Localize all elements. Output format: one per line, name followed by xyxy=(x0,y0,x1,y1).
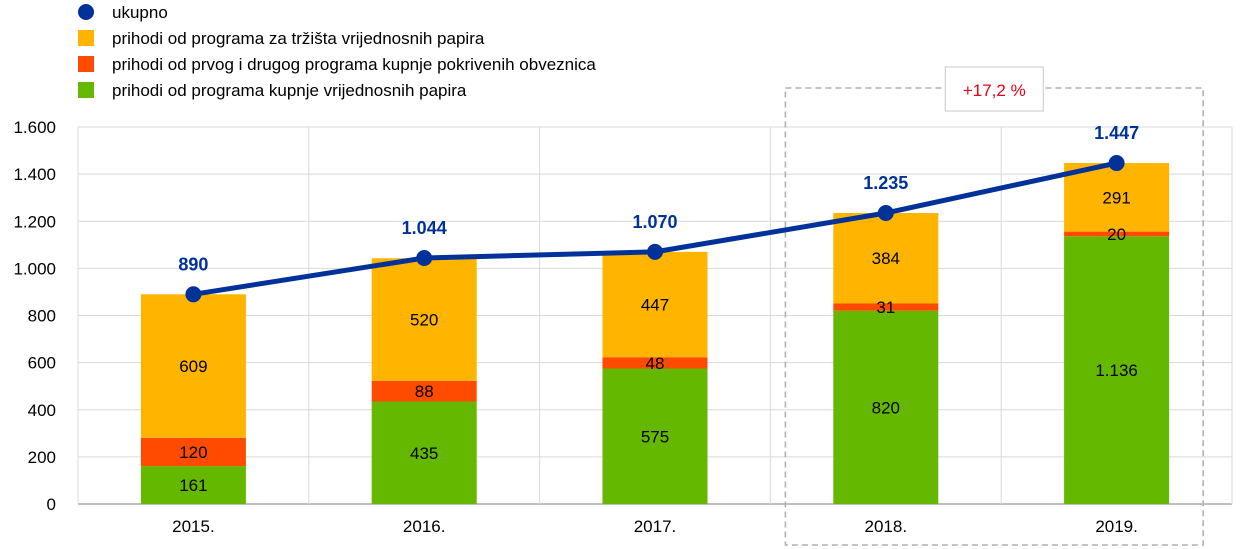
y-tick-label: 1.000 xyxy=(13,259,56,278)
bar-segment xyxy=(140,466,246,504)
bar-data-label: 161 xyxy=(179,476,207,495)
bar-segment xyxy=(833,310,939,504)
total-value-label: 1.070 xyxy=(632,212,677,232)
bar-data-label: 447 xyxy=(641,296,669,315)
total-value-label: 1.044 xyxy=(402,218,447,238)
bar-segment xyxy=(140,294,246,438)
bar-segment xyxy=(371,258,477,381)
legend-marker xyxy=(78,4,94,20)
legend-label: prihodi od programa kupnje vrijednosnih … xyxy=(112,81,467,100)
annotation: +17,2 % xyxy=(784,66,1204,546)
annotation-label-box xyxy=(944,66,1044,112)
bar-data-label: 435 xyxy=(410,444,438,463)
bar-segment xyxy=(140,437,246,467)
x-tick-label: 2019. xyxy=(1095,517,1138,536)
total-point xyxy=(416,250,433,267)
y-axis-tick-labels: 0 200 400 600 800 1.000 1.200 1.400 1.600 xyxy=(13,118,56,514)
x-tick-label: 2016. xyxy=(403,517,446,536)
bar-segment xyxy=(1064,231,1170,237)
x-tick-label: 2018. xyxy=(865,517,908,536)
y-tick-label: 200 xyxy=(28,448,56,467)
bar-segment xyxy=(371,380,477,402)
annotation-bracket xyxy=(784,87,1204,546)
bar-data-label: 609 xyxy=(179,357,207,376)
total-point xyxy=(1108,155,1125,172)
y-tick-label: 400 xyxy=(28,401,56,420)
total-value-label: 890 xyxy=(178,254,208,274)
bar-segment xyxy=(1064,163,1170,232)
x-tick-label: 2015. xyxy=(172,517,215,536)
bar-segment xyxy=(602,251,708,358)
total-point xyxy=(185,286,202,303)
total-point xyxy=(647,243,663,260)
x-tick-label: 2017. xyxy=(634,517,677,536)
legend-label: ukupno xyxy=(112,3,168,22)
bar-data-labels: 161 120 609 435 88 520 575 48 447 820 31 384 1.136 20… xyxy=(179,188,1138,495)
bar-data-label: 120 xyxy=(179,443,207,462)
bar-data-label: 384 xyxy=(872,249,900,268)
total-value-label: 1.447 xyxy=(1094,123,1139,143)
total-point xyxy=(877,205,894,222)
bar-segment xyxy=(833,303,939,311)
y-tick-label: 1.600 xyxy=(13,118,56,137)
y-tick-label: 600 xyxy=(28,354,56,373)
total-value-label: 1.235 xyxy=(863,173,908,193)
bar-data-label: 20 xyxy=(1107,225,1126,244)
annotation-label: +17,2 % xyxy=(963,81,1026,100)
legend-swatch xyxy=(78,30,94,46)
x-axis-tick-labels: 2015. 2016. 2017. 2018. 2019. xyxy=(172,517,1138,536)
legend-label: prihodi od prvog i drugog programa kupnj… xyxy=(112,55,596,74)
bar-data-label: 291 xyxy=(1102,188,1130,207)
y-tick-label: 0 xyxy=(47,495,56,514)
total-line-group: 890 1.044 1.070 1.235 1.447 xyxy=(178,123,1139,303)
bar-data-label: 1.136 xyxy=(1095,361,1138,380)
y-tick-label: 800 xyxy=(28,307,56,326)
bar-segment xyxy=(833,213,939,304)
bar-data-label: 31 xyxy=(876,298,895,317)
bar-data-label: 48 xyxy=(646,354,665,373)
bar-segment xyxy=(371,401,477,504)
y-tick-label: 1.400 xyxy=(13,165,56,184)
bar-segment xyxy=(602,368,708,504)
bar-data-label: 88 xyxy=(415,382,434,401)
legend-swatch xyxy=(78,82,94,98)
bar-data-label: 575 xyxy=(641,427,669,446)
bar-data-label: 520 xyxy=(410,311,438,330)
legend-swatch xyxy=(78,56,94,72)
bar-segment xyxy=(1064,236,1170,504)
legend: ukupno prihodi od programa za tržišta vri… xyxy=(78,3,596,100)
legend-label: prihodi od programa za tržišta vrijednos… xyxy=(112,29,485,48)
bars xyxy=(140,163,1170,504)
bar-segment xyxy=(602,357,708,369)
y-tick-label: 1.200 xyxy=(13,212,56,231)
bar-data-label: 820 xyxy=(872,398,900,417)
